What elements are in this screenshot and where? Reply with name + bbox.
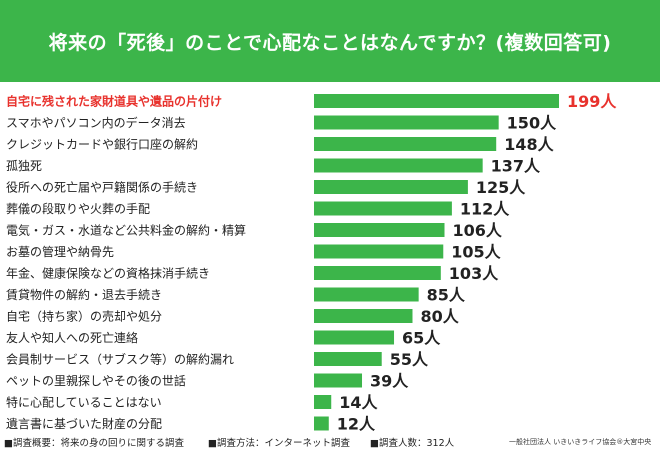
category-label: 自宅（持ち家）の売却や処分	[6, 309, 162, 324]
value-label: 103人	[449, 264, 499, 283]
value-label: 199人	[567, 92, 617, 111]
category-label: ペットの里親探しやその後の世話	[6, 373, 186, 388]
category-label: 自宅に残された家財道具や遺品の片付け	[6, 94, 222, 109]
category-label: スマホやパソコン内のデータ消去	[6, 115, 186, 130]
bar	[314, 373, 363, 388]
category-label: 友人や知人への死亡連絡	[6, 330, 138, 345]
bar	[314, 158, 483, 173]
value-label: 148人	[504, 135, 554, 154]
category-label: 特に心配していることはない	[6, 395, 162, 410]
survey-respondents: ■調査人数：312人	[370, 438, 455, 449]
value-label: 137人	[491, 157, 541, 176]
value-label: 85人	[427, 286, 466, 305]
bar	[314, 309, 413, 323]
category-label: クレジットカードや銀行口座の解約	[6, 137, 198, 152]
value-label: 125人	[476, 178, 526, 197]
value-label: 39人	[370, 372, 409, 391]
bar	[314, 180, 468, 194]
survey-summary: ■調査概要：将来の身の回りに関する調査	[4, 438, 184, 449]
value-label: 106人	[453, 221, 503, 240]
bar	[314, 137, 497, 151]
category-label: 賃貸物件の解約・退去手続き	[6, 287, 162, 302]
bar	[314, 266, 441, 280]
bar	[314, 244, 444, 259]
value-label: 80人	[420, 307, 459, 326]
value-label: 105人	[451, 243, 501, 262]
category-label: 役所への死亡届や戸籍関係の手続き	[6, 180, 198, 195]
category-label: 遺言書に基づいた財産の分配	[6, 416, 162, 431]
source-credit: 一般社団法人 いきいきライフ協会®大宮中央	[509, 438, 652, 446]
category-label: 葬儀の段取りや火葬の手配	[6, 201, 150, 216]
category-label: 会員制サービス（サブスク等）の解約漏れ	[6, 352, 234, 367]
category-label: お墓の管理や納骨先	[6, 244, 114, 259]
bar	[314, 287, 419, 302]
category-label: 孤独死	[6, 159, 42, 173]
bar	[314, 115, 499, 130]
value-label: 14人	[339, 393, 378, 412]
bar	[314, 223, 445, 237]
survey-method: ■調査方法：インターネット調査	[208, 438, 350, 449]
value-label: 112人	[460, 200, 510, 219]
chart-footer: ■調査概要：将来の身の回りに関する調査 ■調査方法：インターネット調査 ■調査人…	[0, 433, 660, 450]
category-label: 年金、健康保険などの資格抹消手続き	[6, 266, 210, 281]
bar	[314, 94, 559, 108]
value-label: 12人	[337, 415, 376, 432]
bar	[314, 352, 382, 366]
chart-header: 将来の「死後」のことで心配なことはなんですか？(複数回答可)	[0, 0, 660, 82]
value-label: 55人	[390, 350, 429, 369]
bar	[314, 201, 452, 216]
bar	[314, 395, 332, 409]
value-label: 65人	[402, 329, 441, 348]
bar	[314, 416, 329, 431]
chart-title: 将来の「死後」のことで心配なことはなんですか？(複数回答可)	[48, 31, 612, 54]
category-label: 電気・ガス・水道など公共料金の解約・精算	[6, 223, 246, 238]
bar	[314, 330, 395, 345]
value-label: 150人	[507, 114, 557, 133]
